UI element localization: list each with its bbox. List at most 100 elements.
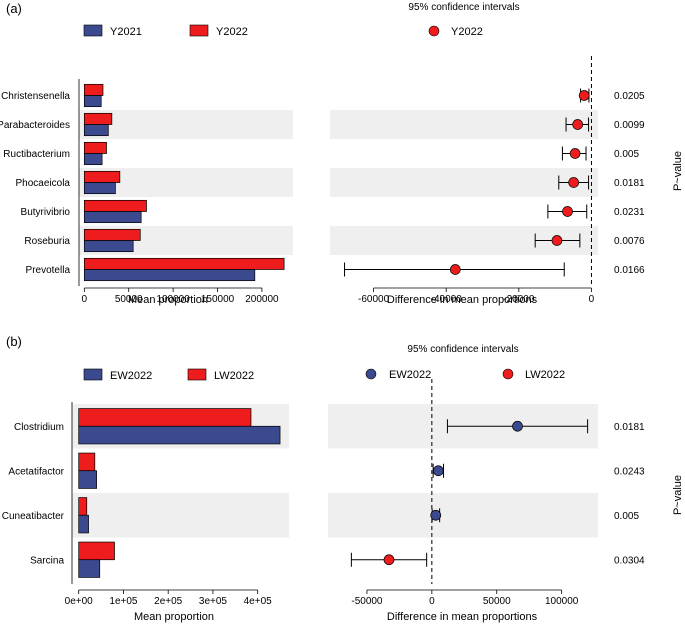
ci-point-christensenella <box>578 90 590 101</box>
x-tick-label: 200000 <box>245 294 279 305</box>
x-tick-label: 100000 <box>156 294 190 305</box>
ci-mark-parabacteroides <box>565 117 590 132</box>
category-label-clostridium: Clostridium <box>14 422 64 433</box>
legend-label-y2022: Y2022 <box>216 26 248 38</box>
p-value-ructibacterium: 0.005 <box>614 149 639 160</box>
ci-point-acetatifactor <box>432 465 444 477</box>
ci-mark-clostridium <box>446 419 589 434</box>
bar-y2021-prevotella <box>83 269 256 282</box>
panel-b-left-xlabel: Mean proportion <box>134 611 214 623</box>
category-label-sarcina: Sarcina <box>30 555 64 566</box>
panel-b-left-x-axis: 0e+00 1e+05 2e+05 3e+05 4e+05 <box>65 402 272 607</box>
ci-point-phocaeicola <box>568 177 580 188</box>
ci-point-butyrivibrio <box>562 206 573 217</box>
bar-y2021-phocaeicola <box>83 182 116 195</box>
x-tick-label: 50000 <box>115 294 143 305</box>
x-tick-label: 0e+00 <box>65 596 94 607</box>
bar-ew2022-acetatifactor <box>78 470 97 489</box>
panel-a: (a) Y2021 Y2022 95% confidence intervals… <box>0 1 684 306</box>
category-label-acetatifactor: Acetatifactor <box>8 466 64 477</box>
bar-y2022-christensenella <box>83 83 104 96</box>
ci-mark-roseburia <box>534 233 581 248</box>
bar-y2022-butyrivibrio <box>83 199 147 212</box>
bar-y2022-prevotella <box>83 257 285 270</box>
ci-legend-dot-b-ew2022 <box>365 368 377 380</box>
panel-a-label: (a) <box>6 1 22 16</box>
legend-swatch-lw2022 <box>187 368 207 381</box>
bar-lw2022-clostridium <box>78 408 252 427</box>
x-tick-label: -40000 <box>431 294 463 305</box>
panel-a-bar-legend: Y2021 Y2022 <box>83 24 248 38</box>
panel-a-p-values: 0.0205 0.0099 0.005 0.0181 0.0231 0.0076 0.016… <box>614 91 645 276</box>
ci-mark-phocaeicola <box>558 175 590 190</box>
panel-b-p-values: 0.0181 0.0243 0.005 0.0304 <box>614 422 645 567</box>
p-value-prevotella: 0.0166 <box>614 265 645 276</box>
category-label-cuneatibacter: Cuneatibacter <box>2 511 65 522</box>
x-tick-label: 4e+05 <box>244 596 273 607</box>
bar-y2022-roseburia <box>83 228 141 241</box>
panel-b-category-labels: Clostridium Acetatifactor Cuneatibacter Sar… <box>2 422 65 567</box>
panel-a-ci-plot: -60000 -40000 -20000 0 Difference in mean p… <box>330 56 684 306</box>
panel-a-right-xlabel: Difference in mean proportions <box>387 294 538 306</box>
panel-a-bars <box>83 83 285 282</box>
x-tick-label: 1e+05 <box>109 596 138 607</box>
panel-a-right-x-axis: -60000 -40000 -20000 0 <box>358 287 595 305</box>
ci-legend-label-b-lw2022: LW2022 <box>525 369 565 381</box>
ci-mark-christensenella <box>578 88 590 103</box>
x-tick-label: -50000 <box>351 596 383 607</box>
legend-swatch-ew2022 <box>83 368 103 381</box>
ci-row-band-parabacteroides <box>330 110 598 139</box>
legend-label-lw2022: LW2022 <box>214 370 254 382</box>
p-value-phocaeicola: 0.0181 <box>614 178 645 189</box>
ci-title-b: 95% confidence intervals <box>407 344 518 355</box>
panel-b-bar-legend: EW2022 LW2022 <box>83 368 254 382</box>
category-label-butyrivibrio: Butyrivibrio <box>21 207 71 218</box>
panel-a-bar-plot: Christensenella Parabacteroides Ructibacte… <box>0 79 293 306</box>
p-value-acetatifactor: 0.0243 <box>614 466 645 477</box>
ci-point-prevotella <box>449 264 461 275</box>
panel-a-pvalue-axis-label: P~value <box>672 151 684 191</box>
panel-b-ci-plot: -50000 0 50000 100000 Difference in mean pr… <box>328 379 684 623</box>
bar-ew2022-clostridium <box>78 425 281 445</box>
ci-title-a: 95% confidence intervals <box>408 2 519 13</box>
x-tick-label: 150000 <box>201 294 235 305</box>
p-value-roseburia: 0.0076 <box>614 236 645 247</box>
ci-legend-dot-a-y2022 <box>428 25 440 37</box>
panel-b-ci-row-bands <box>328 404 598 538</box>
panel-b-right-x-axis: -50000 0 50000 100000 <box>351 589 579 607</box>
bar-y2021-butyrivibrio <box>83 211 142 224</box>
bar-y2021-roseburia <box>83 240 134 253</box>
x-tick-label: 3e+05 <box>199 596 228 607</box>
legend-label-y2021: Y2021 <box>110 26 142 38</box>
p-value-christensenella: 0.0205 <box>614 91 645 102</box>
ci-mark-acetatifactor <box>432 463 445 478</box>
panel-b-bars <box>78 408 281 578</box>
ci-point-parabacteroides <box>572 119 584 130</box>
ci-mark-ructibacterium <box>561 146 587 161</box>
panel-b-ci-legend: 95% confidence intervals EW2022 LW2022 <box>365 344 565 381</box>
ci-point-sarcina <box>383 554 395 566</box>
category-label-ructibacterium: Ructibacterium <box>3 149 70 160</box>
x-tick-label: 0 <box>589 294 595 305</box>
category-label-parabacteroides: Parabacteroides <box>0 120 70 131</box>
panel-a-left-xlabel: Mean proportion <box>128 294 208 306</box>
ci-row-band-cuneatibacter <box>328 493 598 538</box>
legend-label-ew2022: EW2022 <box>110 370 152 382</box>
p-value-parabacteroides: 0.0099 <box>614 120 645 131</box>
bar-y2021-christensenella <box>83 95 102 108</box>
panel-a-left-x-axis: 0 50000 100000 150000 200000 <box>78 79 279 305</box>
row-band-parabacteroides <box>79 110 293 139</box>
x-tick-label: 50000 <box>483 596 511 607</box>
ci-point-ructibacterium <box>569 148 581 159</box>
panel-b-label: (b) <box>6 334 22 349</box>
bar-y2022-phocaeicola <box>83 170 121 183</box>
bar-lw2022-acetatifactor <box>78 452 96 472</box>
panel-b-right-xlabel: Difference in mean proportions <box>387 611 538 623</box>
panel-b-pvalue-axis-label: P~value <box>672 475 684 515</box>
bar-y2021-parabacteroides <box>83 124 109 137</box>
panel-a-ci-row-bands <box>330 110 598 255</box>
ci-point-clostridium <box>512 420 523 432</box>
panel-a-category-labels: Christensenella Parabacteroides Ructibacte… <box>0 91 70 276</box>
bar-ew2022-sarcina <box>78 559 101 578</box>
